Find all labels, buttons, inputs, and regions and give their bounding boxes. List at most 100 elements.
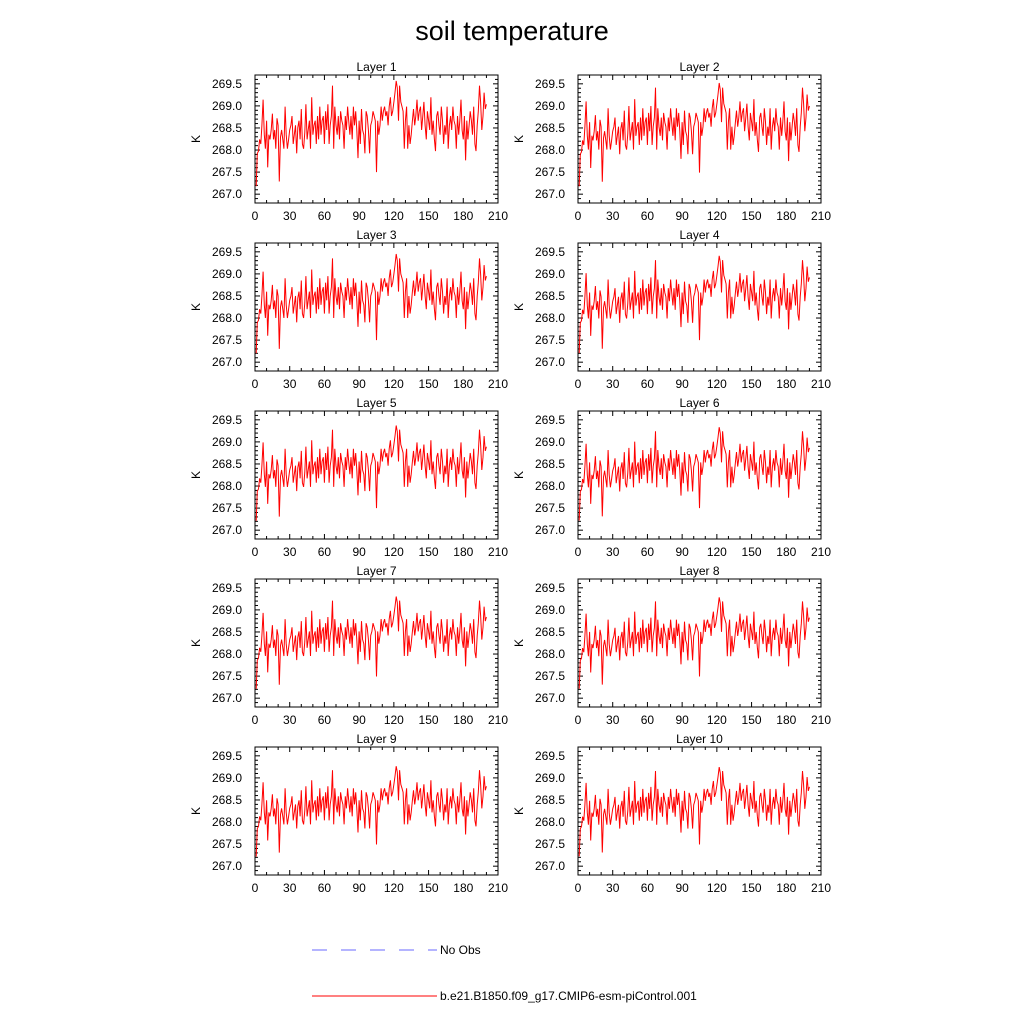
series-line: [255, 253, 487, 354]
x-tick-label: 150: [742, 545, 762, 559]
x-tick-label: 60: [641, 377, 655, 391]
panel-layer-8: Layer 8 0 30 60 90 120 150 180 210 267.0 267.5 268.…: [512, 564, 831, 727]
x-tick-label: 150: [742, 881, 762, 895]
series-line: [578, 255, 810, 354]
plot-frame: [577, 746, 822, 876]
y-tick-label: 269.0: [212, 771, 242, 785]
y-axis-label: K: [189, 639, 203, 647]
x-tick-label: 60: [641, 209, 655, 223]
y-axis-label: K: [189, 471, 203, 479]
y-tick-label: 268.0: [535, 479, 565, 493]
x-tick-label: 90: [675, 713, 689, 727]
x-tick-label: 180: [776, 377, 796, 391]
y-axis-label: K: [189, 807, 203, 815]
y-axis-label: K: [512, 471, 526, 479]
y-tick-label: 268.0: [212, 815, 242, 829]
x-tick-label: 0: [575, 881, 582, 895]
x-tick-label: 60: [318, 377, 332, 391]
panel-title: Layer 1: [356, 60, 396, 74]
y-tick-label: 268.5: [535, 289, 565, 303]
x-tick-label: 90: [352, 209, 366, 223]
y-tick-label: 267.0: [535, 187, 565, 201]
x-tick-label: 150: [419, 545, 439, 559]
x-tick-label: 0: [575, 713, 582, 727]
series-line: [578, 427, 810, 521]
x-tick-label: 90: [675, 881, 689, 895]
y-tick-label: 269.5: [535, 413, 565, 427]
x-tick-label: 30: [606, 881, 620, 895]
x-tick-label: 180: [453, 377, 473, 391]
y-tick-label: 267.5: [212, 501, 242, 515]
panel-title: Layer 6: [679, 396, 719, 410]
x-tick-label: 30: [283, 545, 297, 559]
panel-title: Layer 2: [679, 60, 719, 74]
plot-frame: [254, 410, 499, 540]
x-tick-label: 150: [419, 209, 439, 223]
y-tick-label: 269.5: [212, 245, 242, 259]
x-tick-label: 90: [675, 209, 689, 223]
x-tick-label: 120: [707, 377, 727, 391]
panel-title: Layer 10: [676, 732, 723, 746]
y-tick-label: 267.0: [212, 523, 242, 537]
y-tick-label: 269.0: [212, 267, 242, 281]
x-tick-label: 120: [707, 545, 727, 559]
y-tick-label: 269.5: [212, 413, 242, 427]
y-tick-label: 269.0: [535, 99, 565, 113]
x-tick-label: 180: [453, 881, 473, 895]
panel-layer-1: Layer 1 0 30 60 90 120 150 180 210 267.0 267.5 268.…: [189, 60, 508, 223]
panel-layer-2: Layer 2 0 30 60 90 120 150 180 210 267.0 267.5 268.…: [512, 60, 831, 223]
y-tick-label: 267.0: [535, 691, 565, 705]
plot-frame: [577, 578, 822, 708]
x-tick-label: 120: [384, 545, 404, 559]
y-axis-label: K: [189, 303, 203, 311]
y-tick-label: 268.5: [212, 121, 242, 135]
x-tick-label: 30: [283, 881, 297, 895]
x-tick-label: 150: [742, 377, 762, 391]
x-tick-label: 60: [318, 545, 332, 559]
x-tick-label: 150: [419, 881, 439, 895]
y-tick-label: 267.0: [535, 859, 565, 873]
y-tick-label: 269.0: [535, 771, 565, 785]
legend-label: No Obs: [440, 943, 481, 957]
y-tick-label: 267.5: [535, 669, 565, 683]
x-tick-label: 30: [283, 377, 297, 391]
y-tick-label: 267.0: [535, 355, 565, 369]
y-tick-label: 268.0: [535, 647, 565, 661]
y-tick-label: 268.5: [212, 793, 242, 807]
y-axis-label: K: [512, 807, 526, 815]
x-tick-label: 120: [384, 713, 404, 727]
series-line: [255, 766, 487, 857]
y-tick-label: 268.0: [535, 815, 565, 829]
plot-frame: [254, 746, 499, 876]
plot-frame: [577, 410, 822, 540]
panel-title: Layer 9: [356, 732, 396, 746]
panel-layer-7: Layer 7 0 30 60 90 120 150 180 210 267.0 267.5 268.…: [189, 564, 508, 727]
y-tick-label: 269.0: [212, 603, 242, 617]
x-tick-label: 150: [419, 377, 439, 391]
y-tick-label: 267.0: [212, 355, 242, 369]
x-tick-label: 90: [352, 545, 366, 559]
x-tick-label: 90: [352, 377, 366, 391]
series-line: [255, 425, 487, 521]
y-tick-label: 269.0: [212, 99, 242, 113]
y-tick-label: 267.5: [535, 501, 565, 515]
y-tick-label: 268.0: [535, 143, 565, 157]
x-tick-label: 60: [641, 545, 655, 559]
x-tick-label: 0: [252, 377, 259, 391]
x-tick-label: 90: [352, 881, 366, 895]
y-tick-label: 269.0: [212, 435, 242, 449]
y-tick-label: 269.0: [535, 603, 565, 617]
x-tick-label: 60: [641, 881, 655, 895]
plot-frame: [577, 74, 822, 204]
y-tick-label: 268.5: [535, 793, 565, 807]
series-line: [255, 80, 487, 187]
panel-title: Layer 5: [356, 396, 396, 410]
legend-entry: No Obs: [312, 943, 481, 957]
x-tick-label: 210: [488, 377, 508, 391]
y-axis-label: K: [189, 135, 203, 143]
x-tick-label: 180: [776, 881, 796, 895]
x-tick-label: 210: [811, 209, 831, 223]
x-tick-label: 0: [252, 713, 259, 727]
x-tick-label: 210: [488, 881, 508, 895]
y-tick-label: 268.0: [212, 479, 242, 493]
